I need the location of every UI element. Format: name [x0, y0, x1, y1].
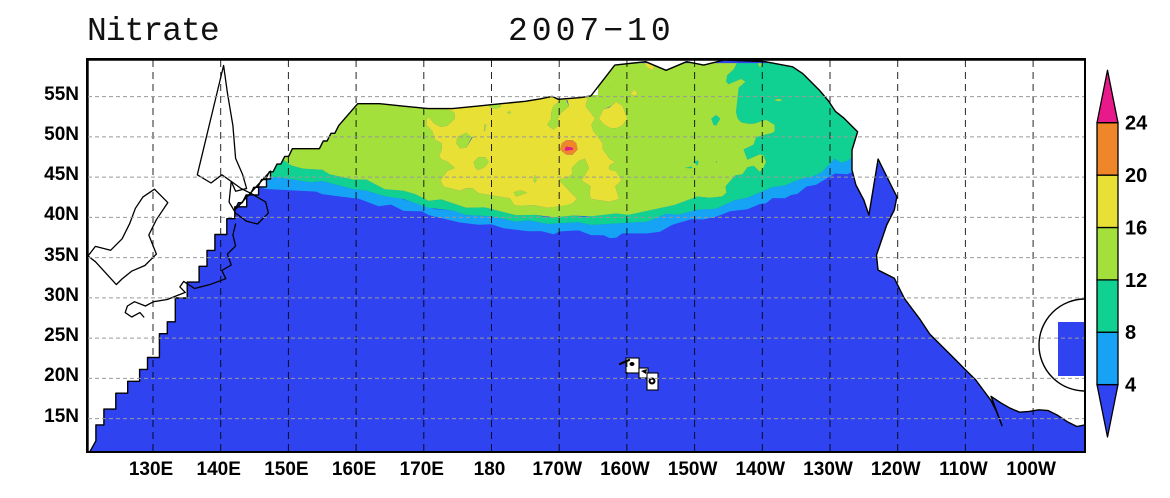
svg-text:8: 8 [1125, 322, 1136, 344]
svg-text:12: 12 [1125, 270, 1147, 292]
svg-text:4: 4 [1125, 375, 1137, 397]
svg-text:20: 20 [1125, 165, 1147, 187]
svg-text:24: 24 [1125, 113, 1148, 135]
svg-text:16: 16 [1125, 218, 1147, 240]
